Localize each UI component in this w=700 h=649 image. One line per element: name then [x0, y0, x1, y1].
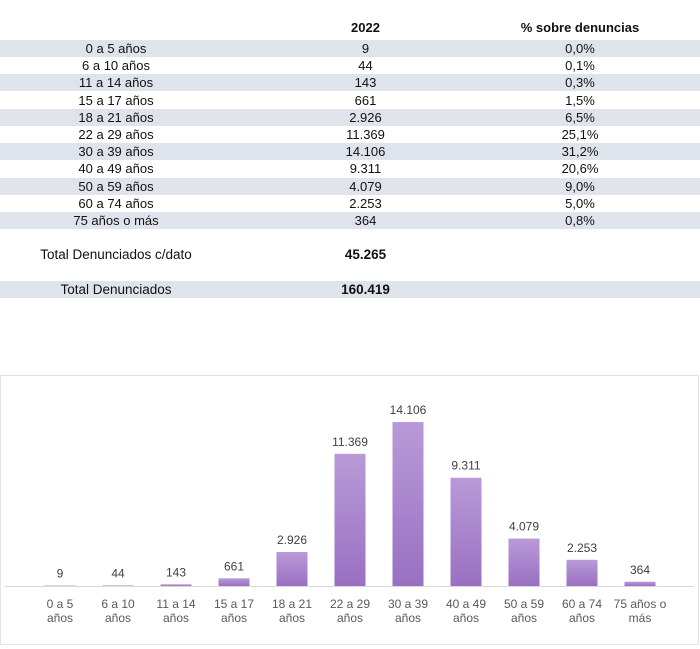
- row-percent: 25,1%: [480, 126, 680, 143]
- bar-value-label: 4.079: [509, 520, 539, 534]
- row-count: 14.106: [283, 143, 448, 160]
- x-tick-label: años: [453, 611, 479, 625]
- row-percent: 20,6%: [480, 160, 680, 177]
- row-age-label: 22 a 29 años: [0, 126, 232, 143]
- table-row: 40 a 49 años 9.311 20,6%: [0, 160, 700, 177]
- row-count: 143: [283, 74, 448, 91]
- total-row: Total Denunciados 160.419: [0, 281, 700, 298]
- row-count: 9.311: [283, 160, 448, 177]
- bar: [625, 582, 656, 586]
- bar-value-label: 661: [224, 559, 244, 573]
- x-tick-label: 6 a 10: [101, 597, 135, 611]
- row-percent: 0,8%: [480, 212, 680, 229]
- bar-value-label: 143: [166, 565, 186, 579]
- x-tick-label: 30 a 39: [388, 597, 428, 611]
- x-tick-label: más: [629, 611, 652, 625]
- row-count: 4.079: [283, 178, 448, 195]
- bar: [393, 422, 424, 586]
- x-tick-label: 15 a 17: [214, 597, 254, 611]
- bar: [451, 478, 482, 586]
- row-count: 9: [283, 40, 448, 57]
- header-percent: % sobre denuncias: [480, 19, 680, 36]
- row-age-label: 50 a 59 años: [0, 178, 232, 195]
- row-percent: 1,5%: [480, 92, 680, 109]
- x-tick-label: años: [395, 611, 421, 625]
- row-percent: 6,5%: [480, 109, 680, 126]
- bar-value-label: 14.106: [390, 403, 427, 417]
- total-with-data-row: Total Denunciados c/dato 45.265: [0, 246, 700, 263]
- row-count: 661: [283, 92, 448, 109]
- row-percent: 0,3%: [480, 74, 680, 91]
- bar: [567, 560, 598, 586]
- row-age-label: 11 a 14 años: [0, 74, 232, 91]
- table-row: 50 a 59 años 4.079 9,0%: [0, 178, 700, 195]
- x-tick-label: años: [163, 611, 189, 625]
- row-age-label: 18 a 21 años: [0, 109, 232, 126]
- row-percent: 5,0%: [480, 195, 680, 212]
- x-tick-label: años: [47, 611, 73, 625]
- row-count: 11.369: [283, 126, 448, 143]
- bar-value-label: 9.311: [451, 459, 480, 473]
- row-count: 2.926: [283, 109, 448, 126]
- x-tick-label: 18 a 21: [272, 597, 312, 611]
- x-tick-label: años: [105, 611, 131, 625]
- x-tick-label: años: [511, 611, 537, 625]
- bar-value-label: 44: [111, 566, 125, 580]
- row-age-label: 60 a 74 años: [0, 195, 232, 212]
- row-age-label: 75 años o más: [0, 212, 232, 229]
- row-percent: 9,0%: [480, 178, 680, 195]
- table-row: 18 a 21 años 2.926 6,5%: [0, 109, 700, 126]
- x-tick-label: 75 años o: [614, 597, 667, 611]
- row-count: 44: [283, 57, 448, 74]
- bar: [103, 585, 134, 586]
- x-tick-label: 0 a 5: [47, 597, 74, 611]
- row-percent: 0,0%: [480, 40, 680, 57]
- table-row: 22 a 29 años 11.369 25,1%: [0, 126, 700, 143]
- row-age-label: 6 a 10 años: [0, 57, 232, 74]
- bar-value-label: 11.369: [332, 435, 368, 449]
- x-tick-label: años: [569, 611, 595, 625]
- bar: [219, 578, 250, 586]
- bar: [509, 539, 540, 586]
- total-value: 160.419: [283, 281, 448, 298]
- bar-value-label: 2.253: [567, 541, 597, 555]
- row-count: 364: [283, 212, 448, 229]
- row-age-label: 40 a 49 años: [0, 160, 232, 177]
- table-row: 15 a 17 años 661 1,5%: [0, 92, 700, 109]
- x-tick-label: 50 a 59: [504, 597, 544, 611]
- row-age-label: 15 a 17 años: [0, 92, 232, 109]
- row-age-label: 30 a 39 años: [0, 143, 232, 160]
- table-row: 6 a 10 años 44 0,1%: [0, 57, 700, 74]
- table-row: 30 a 39 años 14.106 31,2%: [0, 143, 700, 160]
- x-tick-label: años: [221, 611, 247, 625]
- bar-value-label: 2.926: [277, 533, 307, 547]
- x-tick-label: 40 a 49: [446, 597, 486, 611]
- total-with-data-label: Total Denunciados c/dato: [0, 246, 232, 263]
- table-row: 75 años o más 364 0,8%: [0, 212, 700, 229]
- row-percent: 31,2%: [480, 143, 680, 160]
- table-row: 11 a 14 años 143 0,3%: [0, 74, 700, 91]
- bar: [161, 584, 192, 586]
- table-row: 0 a 5 años 9 0,0%: [0, 40, 700, 57]
- bar: [335, 454, 366, 586]
- total-with-data-value: 45.265: [283, 246, 448, 263]
- bar: [277, 552, 308, 586]
- header-year: 2022: [283, 19, 448, 36]
- x-tick-label: años: [279, 611, 305, 625]
- bar-value-label: 9: [57, 567, 64, 581]
- bar-value-label: 364: [630, 563, 650, 577]
- total-label: Total Denunciados: [0, 281, 232, 298]
- table-row: 60 a 74 años 2.253 5,0%: [0, 195, 700, 212]
- row-age-label: 0 a 5 años: [0, 40, 232, 57]
- x-tick-label: 22 a 29: [330, 597, 370, 611]
- row-percent: 0,1%: [480, 57, 680, 74]
- x-tick-label: 11 a 14: [156, 597, 195, 611]
- table-header-row: 2022 % sobre denuncias: [0, 19, 700, 36]
- x-tick-label: 60 a 74: [562, 597, 602, 611]
- row-count: 2.253: [283, 195, 448, 212]
- x-tick-label: años: [337, 611, 363, 625]
